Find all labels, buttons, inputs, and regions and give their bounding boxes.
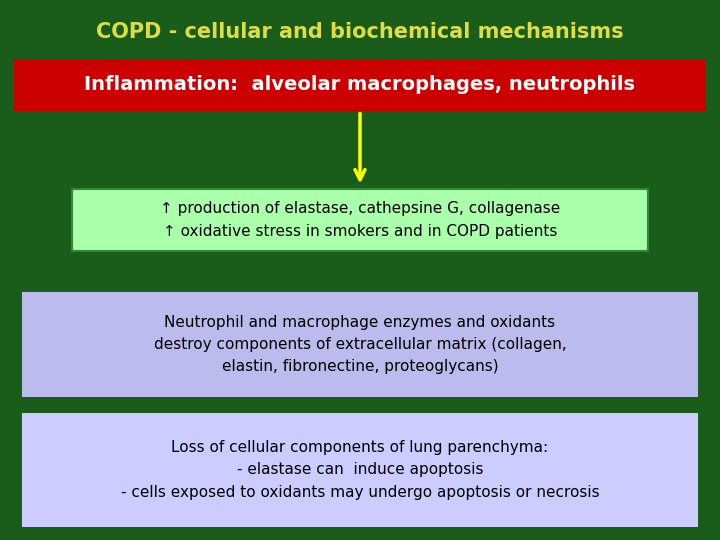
Text: COPD - cellular and biochemical mechanisms: COPD - cellular and biochemical mechanis…	[96, 22, 624, 42]
Text: Loss of cellular components of lung parenchyma:
- elastase can  induce apoptosis: Loss of cellular components of lung pare…	[121, 440, 599, 500]
Text: Neutrophil and macrophage enzymes and oxidants
destroy components of extracellul: Neutrophil and macrophage enzymes and ox…	[153, 314, 567, 374]
FancyBboxPatch shape	[72, 189, 648, 251]
Text: ↑ production of elastase, cathepsine G, collagenase
↑ oxidative stress in smoker: ↑ production of elastase, cathepsine G, …	[160, 201, 560, 239]
FancyBboxPatch shape	[22, 292, 698, 397]
Text: Inflammation:  alveolar macrophages, neutrophils: Inflammation: alveolar macrophages, neut…	[84, 75, 636, 94]
FancyBboxPatch shape	[22, 413, 698, 526]
FancyBboxPatch shape	[14, 59, 706, 111]
